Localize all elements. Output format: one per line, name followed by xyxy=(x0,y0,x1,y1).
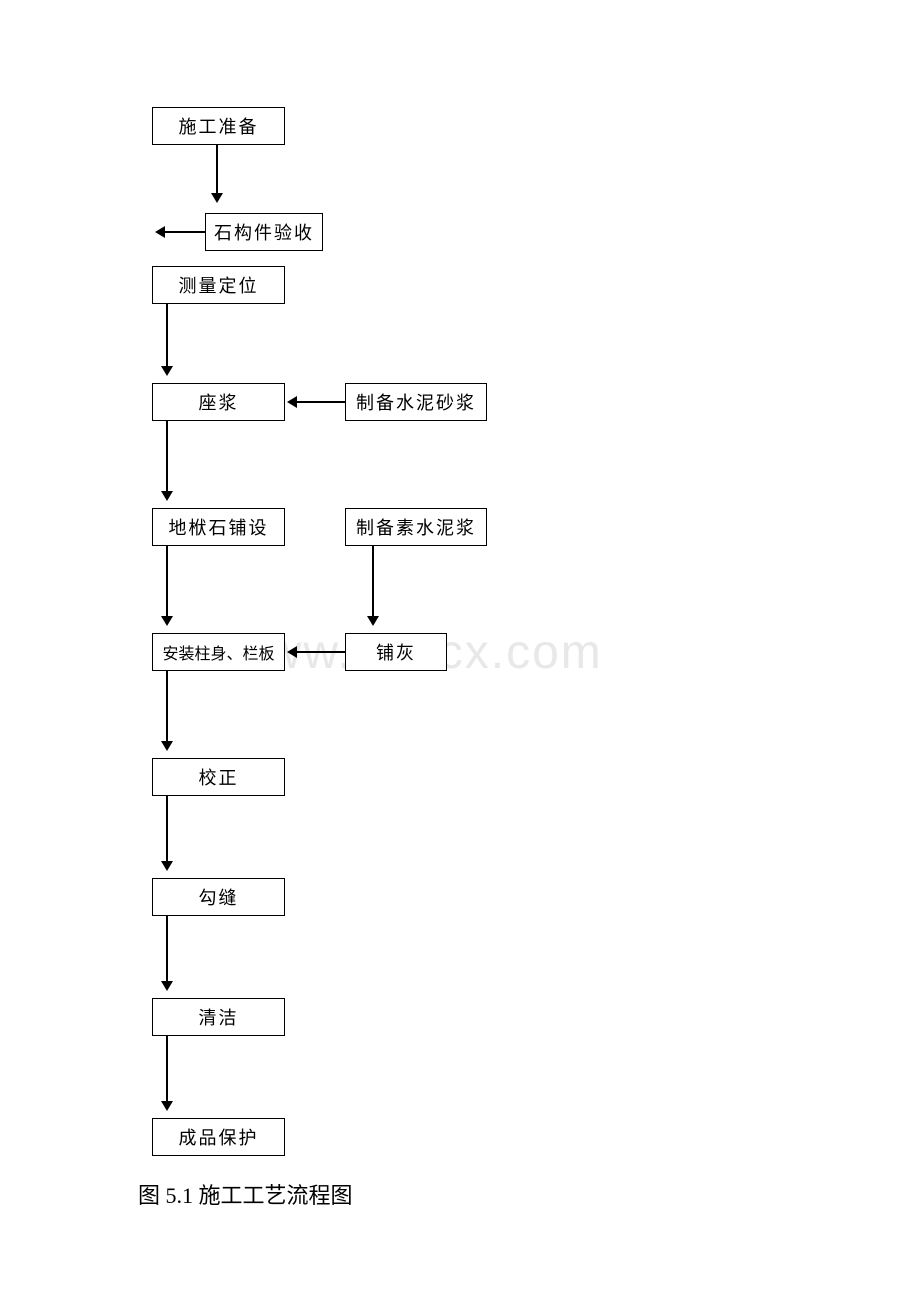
node-base-label: 地栿石铺设 xyxy=(169,514,269,540)
node-correct: 校正 xyxy=(152,758,285,796)
node-inspect-label: 石构件验收 xyxy=(214,219,314,245)
node-install-label: 安装柱身、栏板 xyxy=(162,640,274,664)
arrowhead-icon xyxy=(211,193,223,203)
node-prepmortar-label: 制备水泥砂浆 xyxy=(356,389,476,415)
edge-ash-install xyxy=(297,651,345,653)
node-prep-label: 施工准备 xyxy=(179,113,259,139)
edge-base-install xyxy=(166,546,168,616)
edge-measure-mortar xyxy=(166,304,168,366)
edge-inspect-left xyxy=(165,231,205,233)
node-inspect: 石构件验收 xyxy=(205,213,323,251)
node-ash: 铺灰 xyxy=(345,633,447,671)
node-clean: 清洁 xyxy=(152,998,285,1036)
edge-caulk-clean xyxy=(166,916,168,981)
node-clean-label: 清洁 xyxy=(199,1004,239,1030)
edge-prepmortar-mortar xyxy=(297,401,345,403)
node-mortar-label: 座浆 xyxy=(199,389,239,415)
node-ash-label: 铺灰 xyxy=(376,639,416,665)
node-caulk-label: 勾缝 xyxy=(199,884,239,910)
node-install: 安装柱身、栏板 xyxy=(152,633,285,671)
edge-mortar-base xyxy=(166,421,168,491)
node-prepslurry-label: 制备素水泥浆 xyxy=(356,514,476,540)
arrowhead-icon xyxy=(287,396,297,408)
flowchart-canvas: www.bdocx.com 施工准备 石构件验收 测量定位 座浆 制备水泥砂浆 … xyxy=(0,0,920,1302)
arrowhead-icon xyxy=(367,616,379,626)
node-protect-label: 成品保护 xyxy=(179,1124,259,1150)
node-prepmortar: 制备水泥砂浆 xyxy=(345,383,487,421)
arrowhead-icon xyxy=(161,861,173,871)
arrowhead-icon xyxy=(161,741,173,751)
node-prepslurry: 制备素水泥浆 xyxy=(345,508,487,546)
node-caulk: 勾缝 xyxy=(152,878,285,916)
arrowhead-icon xyxy=(161,366,173,376)
figure-caption: 图 5.1 施工工艺流程图 xyxy=(138,1178,353,1210)
arrowhead-icon xyxy=(287,646,297,658)
edge-correct-caulk xyxy=(166,796,168,861)
edge-prepslurry-ash xyxy=(372,546,374,616)
node-measure: 测量定位 xyxy=(152,266,285,304)
node-protect: 成品保护 xyxy=(152,1118,285,1156)
arrowhead-icon xyxy=(161,616,173,626)
arrowhead-icon xyxy=(155,226,165,238)
arrowhead-icon xyxy=(161,491,173,501)
edge-install-correct xyxy=(166,671,168,741)
node-measure-label: 测量定位 xyxy=(179,272,259,298)
node-mortar: 座浆 xyxy=(152,383,285,421)
node-base: 地栿石铺设 xyxy=(152,508,285,546)
arrowhead-icon xyxy=(161,981,173,991)
node-correct-label: 校正 xyxy=(199,764,239,790)
node-prep: 施工准备 xyxy=(152,107,285,145)
edge-prep-inspect xyxy=(216,145,218,193)
arrowhead-icon xyxy=(161,1101,173,1111)
edge-clean-protect xyxy=(166,1036,168,1101)
